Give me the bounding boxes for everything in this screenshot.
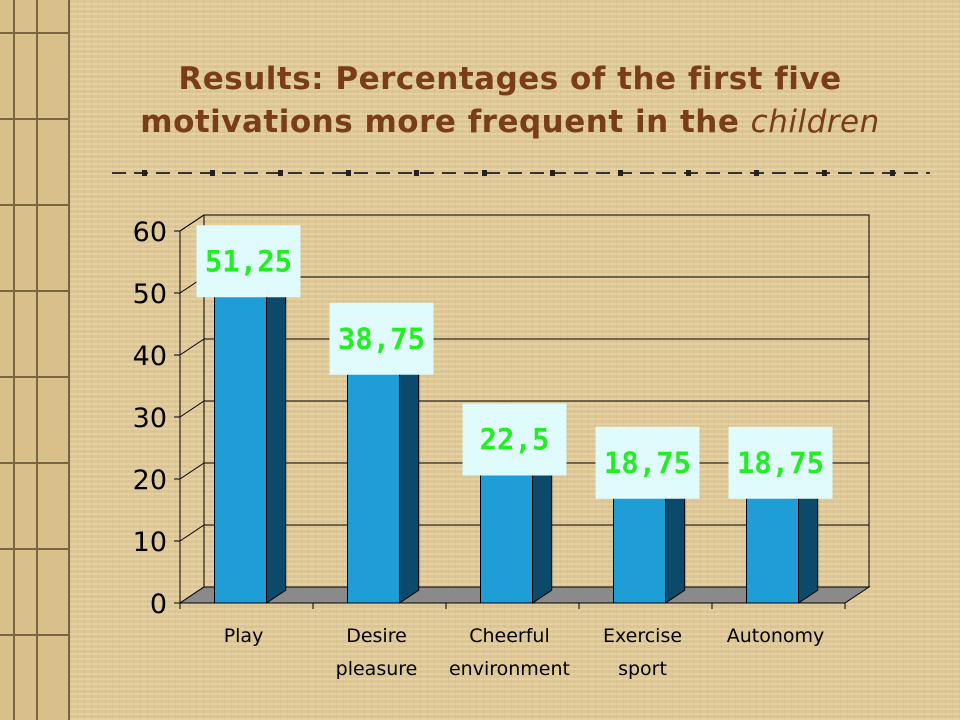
category-label: sport xyxy=(618,658,667,680)
gridline xyxy=(179,400,869,418)
data-label: 18,75 xyxy=(737,446,824,480)
bar xyxy=(613,486,666,604)
y-tick-label: 40 xyxy=(133,341,167,372)
slide-title: Results: Percentages of the first five m… xyxy=(80,58,940,144)
title-line-1: Results: Percentages of the first five xyxy=(178,61,842,97)
data-label-box xyxy=(329,302,434,375)
data-label-box xyxy=(728,426,833,499)
category-label: Exercise xyxy=(603,625,682,647)
bar-side xyxy=(399,349,420,604)
bar xyxy=(214,284,267,604)
title-line-2: motivations more frequent in the childre… xyxy=(80,101,940,144)
gridline xyxy=(179,214,869,232)
y-tick-label: 30 xyxy=(133,403,167,434)
y-tick-label: 50 xyxy=(133,279,167,310)
category-label: environment xyxy=(449,658,570,680)
y-tick-label: 20 xyxy=(133,465,167,496)
data-label: 18,75 xyxy=(604,446,691,480)
data-label-box xyxy=(595,426,700,499)
bar xyxy=(746,486,799,604)
title-line-2-text: motivations more frequent in the xyxy=(140,104,751,140)
category-label: Play xyxy=(224,625,264,647)
bar-side xyxy=(266,271,287,604)
data-label: 22,5 xyxy=(480,423,550,457)
bar xyxy=(347,362,400,604)
data-label-box xyxy=(196,225,301,298)
data-label-box xyxy=(462,403,567,476)
data-label: 51,25 xyxy=(205,244,292,278)
title-divider xyxy=(112,170,930,176)
category-label: pleasure xyxy=(336,658,418,680)
y-tick-label: 0 xyxy=(150,589,167,620)
y-tick-label: 60 xyxy=(133,217,167,248)
category-label: Autonomy xyxy=(727,625,825,647)
data-label: 38,75 xyxy=(338,322,425,356)
category-label: Desire xyxy=(346,625,407,647)
y-tick-label: 10 xyxy=(133,527,167,558)
decorative-left-strip xyxy=(0,0,70,720)
bar xyxy=(480,463,533,604)
category-label: Cheerful xyxy=(469,625,550,647)
gridline xyxy=(179,338,869,356)
title-emphasis: children xyxy=(750,104,880,140)
